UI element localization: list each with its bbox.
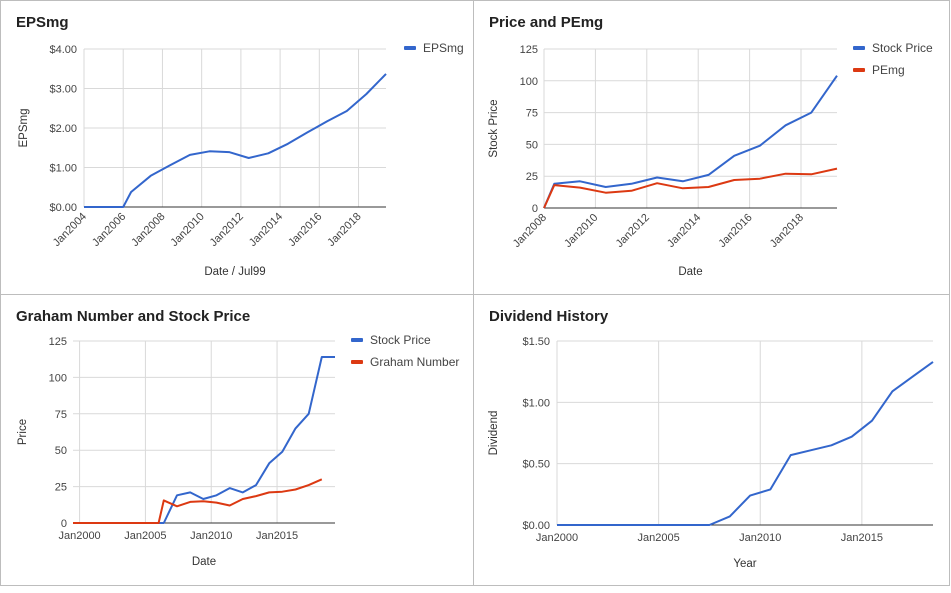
x-tick-label: Jan2018 [768,212,806,250]
y-axis-label: EPSmg [18,109,30,148]
chart-svg-graham: 0 25 50 75 100 125 Jan2000 Jan2005 Jan2010 Jan201… [17,333,459,568]
legend-swatch [351,360,363,364]
x-tick-label: Jan2016 [286,211,324,249]
chart-title: Price and PEmg [489,14,604,31]
legend-label: EPSmg [423,41,464,55]
series-line-0 [543,75,838,209]
x-tick-label: Jan2010 [739,532,781,544]
y-tick-label: 50 [55,445,67,457]
y-tick-label: 0 [61,518,67,530]
y-tick-label: 125 [49,336,67,348]
x-axis-label: Date / Jul99 [204,266,265,278]
x-tick-label: Jan2006 [90,211,128,249]
y-tick-label: $1.00 [49,163,77,175]
x-tick-label: Jan2000 [536,532,578,544]
y-tick-label: 125 [520,44,538,56]
y-tick-label: $3.00 [49,84,77,96]
legend-label: Stock Price [370,333,431,347]
x-tick-label: Jan2012 [208,211,246,249]
x-tick-label: Jan2016 [716,212,754,250]
x-tick-label: Jan2014 [247,211,285,249]
y-tick-label: 100 [49,372,67,384]
x-tick-label: Jan2005 [638,532,680,544]
y-tick-label: 75 [526,108,538,120]
chart-svg-dividend: $0.00 $0.50 $1.00 $1.50 Jan2000 Jan2005 Jan201… [488,336,934,570]
x-tick-label: Jan2012 [614,212,652,250]
y-tick-label: $0.50 [522,459,550,471]
chart-title: EPSmg [16,14,69,31]
x-tick-label: Jan2005 [124,530,166,542]
y-tick-label: $4.00 [49,44,77,56]
y-tick-label: 75 [55,409,67,421]
x-tick-label: Jan2010 [562,212,600,250]
x-tick-label: Jan2015 [841,532,883,544]
x-tick-label: Jan2015 [256,530,298,542]
legend-label: PEmg [872,63,905,77]
y-tick-label: $0.00 [522,520,550,532]
series-line-1 [73,478,323,524]
y-tick-label: 100 [520,76,538,88]
legend-swatch [853,68,865,72]
chart-panel-graham: Graham Number and Stock Price 0 25 50 75 100… [0,294,474,586]
y-tick-label: 25 [526,171,538,183]
x-tick-label: Jan2018 [325,211,363,249]
y-tick-label: 50 [526,139,538,151]
y-tick-label: 0 [532,203,538,215]
x-tick-label: Jan2010 [168,211,206,249]
legend-swatch [351,338,363,342]
x-axis-label: Year [733,558,756,570]
chart-panel-price-pemg: Price and PEmg 0 25 50 75 100 125 Jan2008 Jan20… [473,0,950,295]
y-tick-label: $2.00 [49,123,77,135]
series-line-0 [557,361,934,526]
x-tick-label: Jan2008 [511,212,549,250]
y-tick-label: $1.50 [522,336,550,348]
series-line-0 [84,73,387,208]
y-axis-label: Price [17,419,29,445]
y-tick-label: 25 [55,482,67,494]
series-line-0 [73,356,335,524]
chart-title: Graham Number and Stock Price [16,308,251,325]
legend-label: Graham Number [370,355,459,369]
x-tick-label: Jan2008 [129,211,167,249]
series-line-1 [543,167,838,209]
legend-swatch [853,46,865,50]
chart-svg-price-pemg: 0 25 50 75 100 125 Jan2008 Jan2010 Jan2012 Jan201… [488,41,933,278]
x-axis-label: Date [192,556,216,568]
x-tick-label: Jan2010 [190,530,232,542]
legend-swatch [404,46,416,50]
y-axis-label: Dividend [488,411,500,456]
x-tick-label: Jan2004 [51,211,89,249]
x-tick-label: Jan2000 [58,530,100,542]
x-tick-label: Jan2014 [665,212,703,250]
legend-label: Stock Price [872,41,933,55]
y-axis-label: Stock Price [488,99,500,157]
chart-panel-dividend: Dividend History $0.00 $0.50 $1.00 $1.50 Jan… [473,294,950,586]
y-tick-label: $0.00 [49,202,77,214]
chart-title: Dividend History [489,308,609,325]
y-tick-label: $1.00 [522,397,550,409]
x-axis-label: Date [678,266,702,278]
chart-panel-epsmg: EPSmg $0.00 $1.00 $2.00 $3.00 $4.00 Jan2004 Ja… [0,0,474,295]
